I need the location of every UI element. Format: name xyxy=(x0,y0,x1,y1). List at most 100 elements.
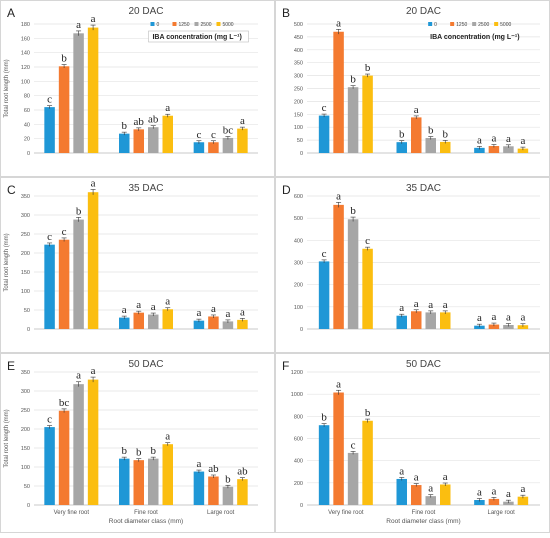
bar xyxy=(163,116,174,153)
bar xyxy=(397,479,408,505)
bar xyxy=(362,421,373,505)
legend-label: 5000 xyxy=(500,22,511,28)
bar xyxy=(148,459,159,505)
y-tick-label: 0 xyxy=(300,503,303,509)
legend-label: 1250 xyxy=(456,22,467,28)
significance-letter: ab xyxy=(134,116,145,128)
bar xyxy=(440,312,451,329)
panel-title: 20 DAC xyxy=(128,6,163,17)
y-axis-title: Total root length (mm) xyxy=(4,409,10,467)
significance-letter: a xyxy=(240,115,245,127)
y-tick-label: 50 xyxy=(24,484,30,490)
significance-letter: a xyxy=(477,134,482,146)
y-tick-label: 20 xyxy=(24,137,30,143)
significance-letter: a xyxy=(136,299,141,311)
y-tick-label: 180 xyxy=(21,22,30,28)
legend-swatch xyxy=(428,22,432,26)
panel-border xyxy=(1,354,275,533)
bar xyxy=(194,472,205,505)
bar xyxy=(397,316,408,329)
significance-letter: c xyxy=(62,226,67,238)
y-tick-label: 250 xyxy=(21,232,30,238)
significance-letter: a xyxy=(491,485,496,497)
significance-letter: a xyxy=(336,378,341,390)
panel-letter: E xyxy=(7,359,15,373)
y-tick-label: 1000 xyxy=(291,392,303,398)
y-tick-label: 150 xyxy=(294,112,303,118)
significance-letter: a xyxy=(428,483,433,495)
significance-letter: a xyxy=(428,299,433,311)
x-tick-label: Very fine root xyxy=(54,510,90,516)
bar xyxy=(119,318,130,329)
y-tick-label: 250 xyxy=(294,87,303,93)
significance-letter: a xyxy=(165,296,170,308)
significance-letter: b xyxy=(428,125,434,137)
panel-title: 50 DAC xyxy=(128,359,163,370)
significance-letter: a xyxy=(506,312,511,324)
y-tick-label: 800 xyxy=(294,414,303,420)
bar xyxy=(440,142,451,153)
significance-letter: a xyxy=(336,17,341,29)
y-tick-label: 40 xyxy=(24,122,30,128)
bar xyxy=(73,33,84,153)
legend-swatch xyxy=(450,22,454,26)
y-axis-title: Total root length (mm) xyxy=(4,233,10,291)
significance-letter: a xyxy=(196,458,201,470)
y-tick-label: 0 xyxy=(27,151,30,157)
significance-letter: b xyxy=(225,473,231,485)
bar xyxy=(148,127,159,153)
x-tick-label: Fine root xyxy=(412,510,436,516)
bar xyxy=(397,142,408,153)
legend-label: 2500 xyxy=(478,22,489,28)
significance-letter: c xyxy=(351,439,356,451)
bar xyxy=(73,220,84,329)
legend-swatch xyxy=(472,22,476,26)
bar xyxy=(208,142,219,153)
bar xyxy=(44,245,55,329)
y-tick-label: 100 xyxy=(294,305,303,311)
bar xyxy=(362,249,373,329)
panel-d: D 35 DAC0100200300400500600cabca a a aa a a a xyxy=(276,178,550,353)
y-tick-label: 600 xyxy=(294,194,303,200)
panel-b: B 20 DAC050100150200250300350400450500cab… xyxy=(276,1,550,177)
significance-letter: c xyxy=(196,129,201,141)
bar xyxy=(237,479,248,505)
bar xyxy=(148,315,159,329)
significance-letter: c xyxy=(365,235,370,247)
bar xyxy=(223,487,234,505)
bar xyxy=(426,138,437,153)
significance-letter: c xyxy=(47,231,52,243)
significance-letter: c xyxy=(322,248,327,260)
panel-letter: A xyxy=(7,6,15,20)
x-tick-label: Large root xyxy=(487,510,515,516)
bar xyxy=(348,453,359,505)
significance-letter: a xyxy=(122,304,127,316)
y-tick-label: 500 xyxy=(294,22,303,28)
y-tick-label: 50 xyxy=(297,138,303,144)
significance-letter: a xyxy=(91,13,96,25)
bar xyxy=(73,384,84,505)
bar xyxy=(134,460,145,505)
significance-letter: a xyxy=(399,302,404,314)
significance-letter: bc xyxy=(59,397,70,409)
bar xyxy=(348,219,359,329)
significance-letter: b xyxy=(365,407,371,419)
significance-letter: c xyxy=(322,102,327,114)
bar xyxy=(194,142,205,153)
significance-letter: a xyxy=(491,311,496,323)
significance-letter: a xyxy=(196,307,201,319)
bar xyxy=(411,311,422,329)
y-tick-label: 0 xyxy=(300,151,303,157)
bar xyxy=(163,309,174,329)
bar xyxy=(319,425,330,505)
y-tick-label: 200 xyxy=(294,283,303,289)
significance-letter: b xyxy=(61,53,67,65)
panel-letter: C xyxy=(7,183,16,197)
y-tick-label: 300 xyxy=(21,213,30,219)
significance-letter: a xyxy=(165,102,170,114)
significance-letter: a xyxy=(520,135,525,147)
y-tick-label: 150 xyxy=(21,446,30,452)
legend-swatch xyxy=(494,22,498,26)
significance-letter: a xyxy=(91,365,96,377)
